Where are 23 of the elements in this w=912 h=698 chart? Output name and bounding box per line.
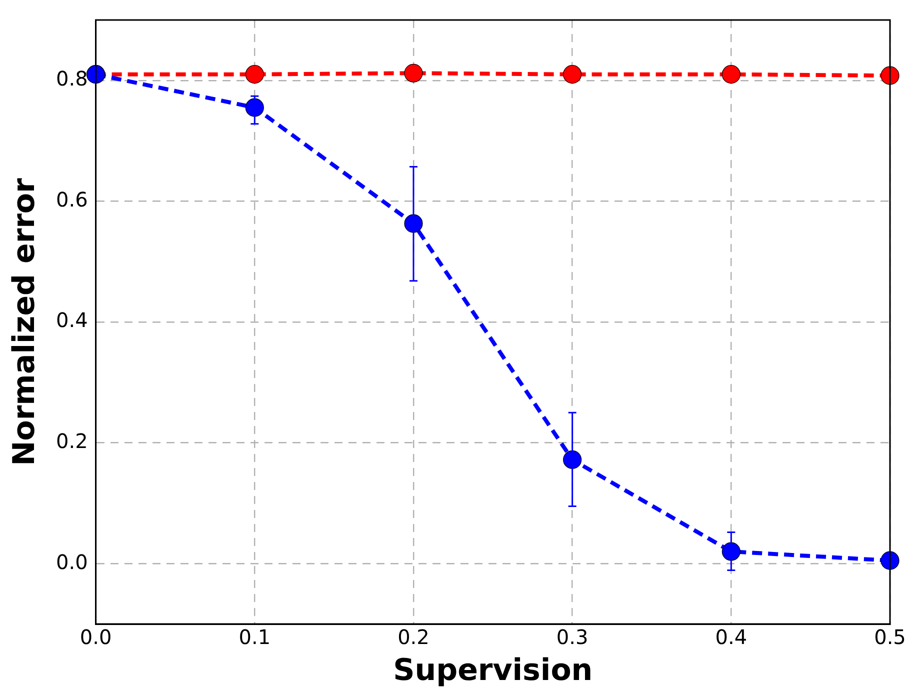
point	[563, 450, 582, 470]
x-tick-label: 0.0	[80, 625, 112, 650]
x-tick-label: 0.5	[874, 625, 906, 650]
x-axis-title: Supervision	[393, 652, 593, 688]
x-tick-label: 0.1	[238, 625, 271, 650]
point	[245, 65, 264, 84]
x-tick-label: 0.2	[398, 625, 430, 650]
y-axis-title: Normalized error	[6, 178, 42, 466]
y-tick-label: 0.8	[56, 66, 88, 91]
point	[880, 551, 900, 570]
y-tick-label: 0.2	[56, 429, 88, 454]
y-tick-label: 0.0	[56, 550, 88, 574]
point	[563, 65, 582, 84]
point	[722, 65, 740, 84]
x-tick-label: 0.4	[715, 625, 748, 650]
point	[404, 214, 423, 233]
point	[722, 542, 740, 561]
point	[404, 64, 423, 82]
y-tick-label: 0.6	[56, 187, 88, 212]
y-tick-label: 0.4	[56, 308, 88, 332]
point	[880, 66, 900, 85]
point	[245, 98, 264, 117]
x-tick-label: 0.3	[556, 625, 588, 650]
